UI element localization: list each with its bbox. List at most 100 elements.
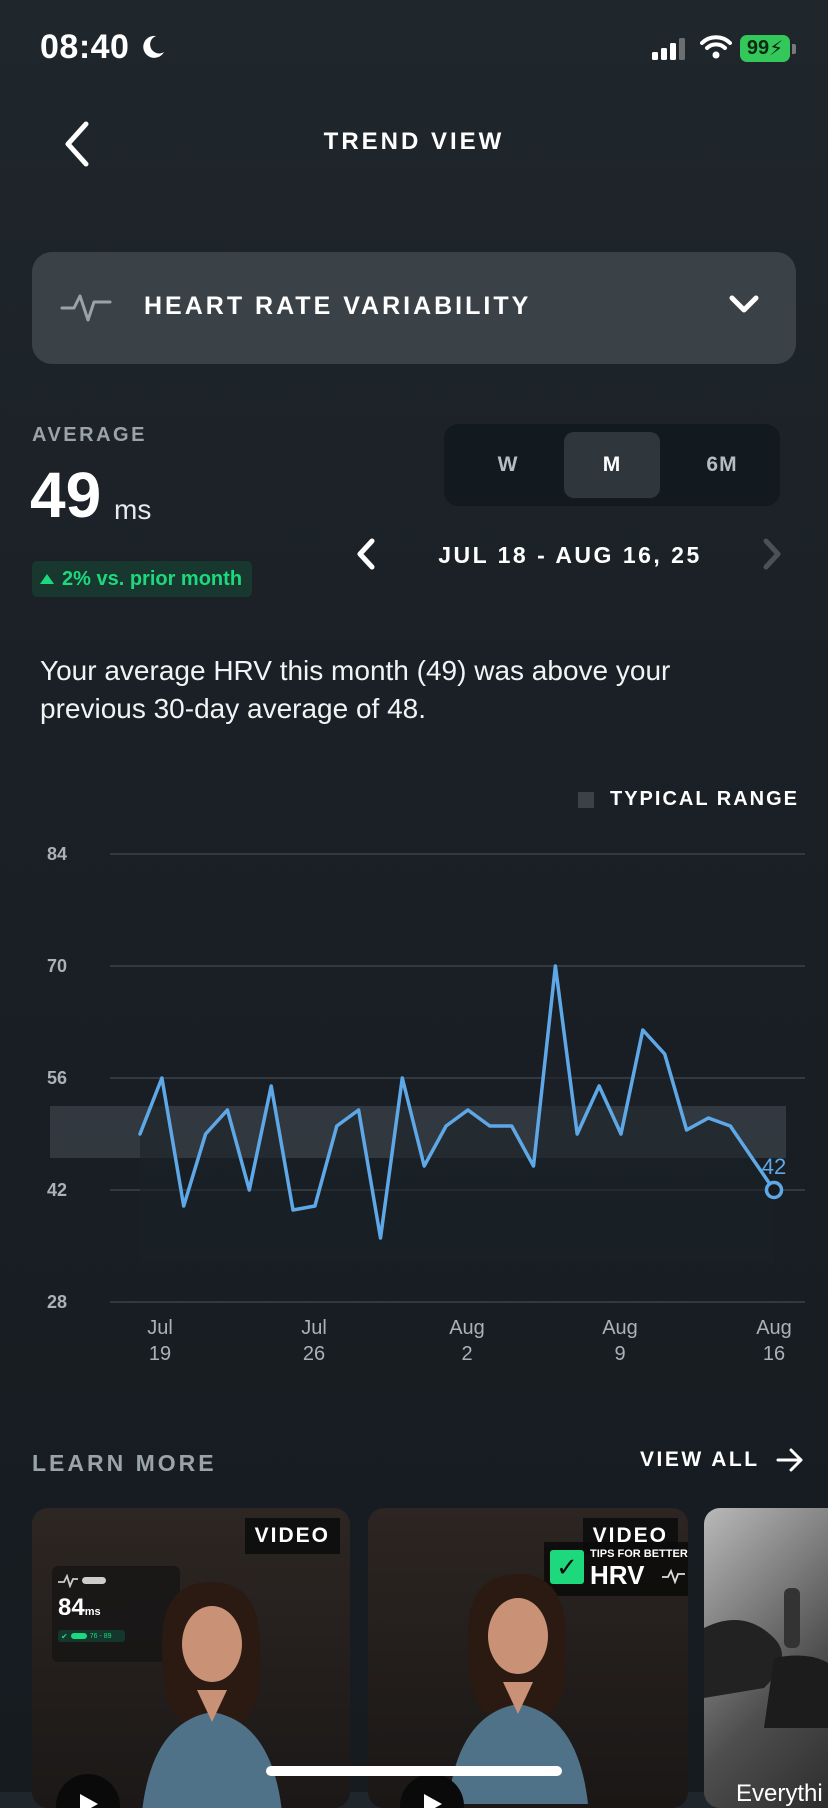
data-point [641, 1028, 645, 1032]
data-point [532, 1164, 536, 1168]
x-tick-day: 16 [763, 1343, 785, 1365]
data-point [400, 1076, 404, 1080]
delta-text: 2% vs. prior month [62, 567, 243, 590]
period-option-6-months[interactable]: 6M [706, 453, 738, 476]
data-point [291, 1208, 295, 1212]
overlay-big-text: HRV [590, 1560, 645, 1590]
last-point-marker [764, 1180, 784, 1200]
chevron-right-icon [763, 538, 781, 570]
data-point [597, 1084, 601, 1088]
data-point [138, 1132, 142, 1136]
battery-level: 99 [746, 37, 770, 59]
delta-badge: 2% vs. prior month [32, 561, 253, 597]
period-toggle: W M 6M [444, 424, 780, 506]
data-point [553, 964, 557, 968]
x-tick-month: Aug [449, 1317, 485, 1339]
x-tick-month: Jul [147, 1317, 173, 1339]
video-card-2[interactable]: VIDEO ✓ TIPS FOR BETTER HRV [368, 1508, 688, 1808]
data-point [706, 1116, 710, 1120]
chevron-down-icon [729, 295, 759, 313]
play-icon [80, 1794, 98, 1808]
legend-label: TYPICAL RANGE [610, 788, 799, 810]
view-all-button[interactable]: VIEW ALL [640, 1448, 804, 1472]
data-point [575, 1132, 579, 1136]
video-card-1[interactable]: VIDEO 84ms ✔ 76 - 89 [32, 1508, 350, 1808]
data-point [466, 1108, 470, 1112]
overlay-range: 76 - 89 [89, 1632, 112, 1640]
metric-selector-dropdown[interactable]: HEART RATE VARIABILITY [32, 252, 796, 364]
data-point [357, 1108, 361, 1112]
data-point [160, 1076, 164, 1080]
data-point [510, 1124, 514, 1128]
data-point [619, 1132, 623, 1136]
data-point [663, 1052, 667, 1056]
triangle-up-icon [40, 574, 54, 584]
average-label: AVERAGE [32, 424, 147, 446]
y-tick-label: 70 [47, 956, 67, 976]
hrv-overlay-panel: 84ms ✔ 76 - 89 [52, 1566, 180, 1662]
overlay-value: 84 [58, 1594, 85, 1621]
average-unit: ms [114, 494, 152, 525]
period-option-week[interactable]: W [497, 453, 519, 476]
home-indicator [266, 1766, 562, 1776]
hrv-series-line [138, 964, 776, 1240]
back-button[interactable] [52, 116, 102, 172]
x-tick-month: Aug [602, 1317, 638, 1339]
x-tick-day: 26 [303, 1343, 325, 1365]
x-tick-day: 9 [614, 1343, 625, 1365]
data-point [488, 1124, 492, 1128]
overlay-small-text: TIPS FOR BETTER [590, 1548, 688, 1560]
page-title: TREND VIEW [323, 128, 505, 155]
play-button[interactable] [56, 1774, 120, 1808]
x-tick-month: Aug [756, 1317, 792, 1339]
overlay-unit: ms [84, 1606, 101, 1618]
next-range-button[interactable] [752, 532, 792, 576]
tips-overlay: ✓ TIPS FOR BETTER HRV [544, 1542, 688, 1596]
presenter-image [142, 1582, 282, 1808]
chevron-left-icon [357, 538, 375, 570]
data-point [750, 1156, 754, 1160]
battery-cap [792, 44, 796, 54]
y-tick-label: 84 [47, 844, 67, 864]
data-point [378, 1236, 382, 1240]
y-tick-label: 56 [47, 1068, 67, 1088]
card-caption: Everythi [736, 1780, 823, 1807]
data-point [685, 1128, 689, 1132]
x-tick-month: Jul [301, 1317, 327, 1339]
presenter-image [448, 1574, 588, 1804]
y-tick-label: 42 [47, 1180, 67, 1200]
y-tick-label: 28 [47, 1292, 67, 1312]
play-icon [424, 1794, 442, 1808]
wifi-icon [700, 35, 732, 59]
check-icon: ✔ [61, 1631, 68, 1641]
data-point [247, 1188, 251, 1192]
data-point [182, 1204, 186, 1208]
check-icon: ✓ [550, 1550, 584, 1584]
article-card-3[interactable]: Everythi [704, 1508, 828, 1808]
chart-legend: TYPICAL RANGE [578, 788, 799, 811]
last-value-label: 42 [762, 1154, 786, 1179]
status-time: 08:40 [40, 28, 130, 66]
data-point [313, 1204, 317, 1208]
hrv-icon [58, 1574, 106, 1588]
video-tag: VIDEO [244, 1518, 340, 1554]
period-option-month[interactable]: M [564, 432, 660, 498]
hrv-trend-chart: 84 70 56 42 28 Jul 19 Jul 26 Aug 2 Aug 9 Aug 16 42 [47, 844, 805, 1365]
cellular-signal-icon [652, 38, 685, 60]
hrv-icon [60, 294, 112, 322]
data-point [728, 1124, 732, 1128]
arrow-right-icon [776, 1448, 803, 1472]
insight-text: Your average HRV this month (49) was abo… [40, 655, 671, 724]
x-tick-day: 19 [149, 1343, 171, 1365]
battery-icon: 99 ⚡ [740, 35, 790, 62]
date-range: JUL 18 - AUG 16, 25 [438, 542, 702, 568]
moon-icon [143, 35, 164, 58]
learn-more-title: LEARN MORE [32, 1450, 217, 1476]
previous-range-button[interactable] [346, 532, 386, 576]
gym-image [704, 1588, 828, 1728]
hrv-icon [662, 1568, 685, 1584]
typical-range-swatch [578, 791, 594, 808]
average-value: 49 [30, 459, 102, 531]
data-point [444, 1124, 448, 1128]
x-tick-day: 2 [461, 1343, 472, 1365]
